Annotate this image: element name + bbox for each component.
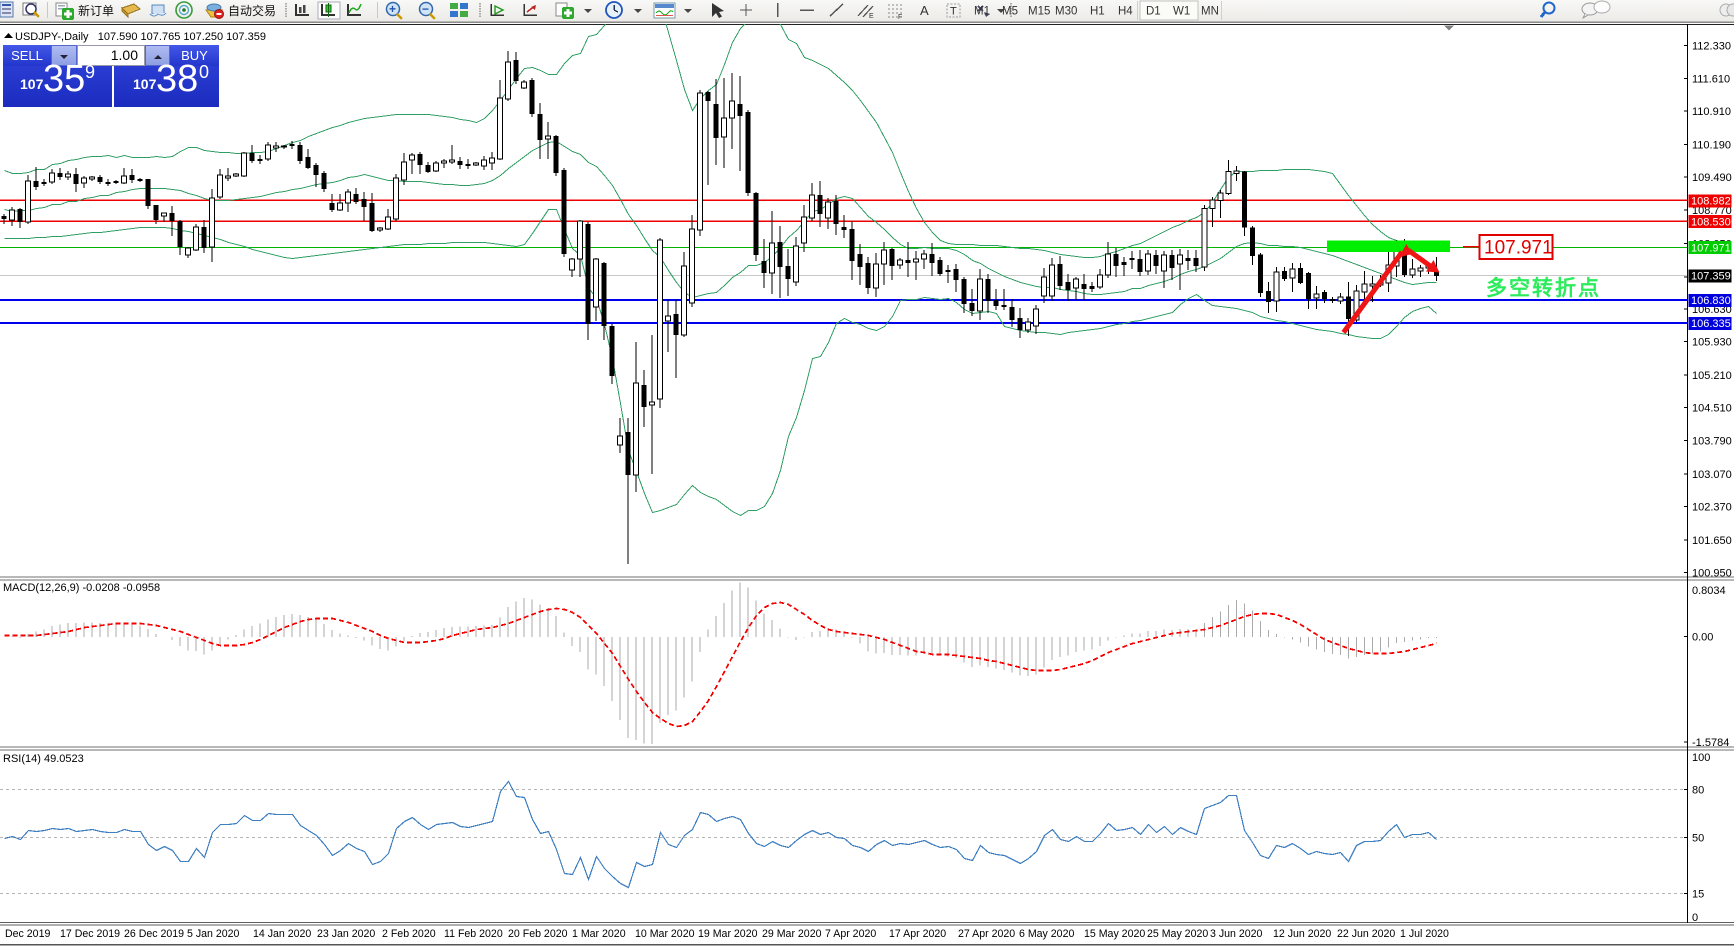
- svg-text:E: E: [869, 13, 874, 20]
- svg-text:7 Apr 2020: 7 Apr 2020: [825, 928, 876, 940]
- svg-text:109.490: 109.490: [1692, 172, 1732, 184]
- svg-text:H1: H1: [1090, 6, 1105, 18]
- svg-text:W1: W1: [1173, 6, 1190, 18]
- svg-text:M30: M30: [1055, 6, 1077, 18]
- svg-text:27 Apr 2020: 27 Apr 2020: [958, 928, 1015, 940]
- svg-text:103.790: 103.790: [1692, 436, 1732, 448]
- svg-text:0.8034: 0.8034: [1692, 585, 1726, 597]
- svg-text:102.370: 102.370: [1692, 502, 1732, 514]
- svg-text:H4: H4: [1118, 6, 1133, 18]
- svg-text:80: 80: [1692, 784, 1704, 796]
- svg-text:100: 100: [1692, 752, 1710, 764]
- svg-text:108.982: 108.982: [1691, 196, 1731, 208]
- svg-text:新订单: 新订单: [78, 3, 114, 18]
- svg-text:6 May 2020: 6 May 2020: [1019, 928, 1074, 940]
- svg-text:A: A: [920, 3, 929, 18]
- svg-text:11 Feb 2020: 11 Feb 2020: [444, 928, 503, 940]
- svg-text:M5: M5: [1002, 6, 1018, 18]
- svg-text:0: 0: [1692, 912, 1698, 924]
- svg-text:106.335: 106.335: [1691, 318, 1731, 330]
- svg-text:0.00: 0.00: [1692, 632, 1713, 644]
- svg-text:104.510: 104.510: [1692, 402, 1732, 414]
- svg-text:29 Mar 2020: 29 Mar 2020: [762, 928, 822, 940]
- svg-text:12 Jun 2020: 12 Jun 2020: [1273, 928, 1331, 940]
- svg-text:17 Dec 2019: 17 Dec 2019: [60, 928, 120, 940]
- svg-text:23 Jan 2020: 23 Jan 2020: [317, 928, 375, 940]
- svg-text:105.930: 105.930: [1692, 337, 1732, 349]
- svg-text:106.630: 106.630: [1692, 304, 1732, 316]
- svg-text:50: 50: [1692, 833, 1704, 845]
- svg-text:110.910: 110.910: [1692, 106, 1731, 118]
- svg-text:19 Mar 2020: 19 Mar 2020: [698, 928, 758, 940]
- svg-text:M1: M1: [974, 6, 990, 18]
- svg-text:15 May 2020: 15 May 2020: [1084, 928, 1145, 940]
- svg-text:3 Jun 2020: 3 Jun 2020: [1210, 928, 1263, 940]
- svg-text:-1.5784: -1.5784: [1692, 737, 1729, 749]
- svg-text:自动交易: 自动交易: [228, 3, 276, 18]
- svg-text:Dec 2019: Dec 2019: [5, 928, 50, 940]
- svg-text:多空转折点: 多空转折点: [1486, 276, 1601, 300]
- svg-text:MN: MN: [1201, 6, 1219, 18]
- svg-text:108.770: 108.770: [1692, 205, 1732, 217]
- svg-text:107.971: 107.971: [1691, 242, 1731, 254]
- svg-text:22 Jun 2020: 22 Jun 2020: [1337, 928, 1395, 940]
- svg-text:101.650: 101.650: [1692, 535, 1732, 547]
- svg-text:RSI(14) 49.0523: RSI(14) 49.0523: [3, 753, 84, 765]
- svg-text:1 Jul 2020: 1 Jul 2020: [1400, 928, 1449, 940]
- svg-text:100.950: 100.950: [1692, 567, 1732, 579]
- svg-text:2 Feb 2020: 2 Feb 2020: [382, 928, 436, 940]
- svg-text:MACD(12,26,9) -0.0208 -0.0958: MACD(12,26,9) -0.0208 -0.0958: [3, 582, 160, 594]
- svg-text:106.830: 106.830: [1691, 295, 1731, 307]
- svg-text:25 May 2020: 25 May 2020: [1147, 928, 1208, 940]
- svg-text:−: −: [422, 2, 429, 16]
- svg-text:105.210: 105.210: [1692, 370, 1732, 382]
- svg-text:10 Mar 2020: 10 Mar 2020: [635, 928, 695, 940]
- svg-text:110.190: 110.190: [1692, 139, 1731, 151]
- svg-text:108.530: 108.530: [1691, 216, 1731, 228]
- svg-text:D1: D1: [1146, 6, 1161, 18]
- svg-text:+: +: [389, 2, 396, 16]
- svg-text:26 Dec 2019: 26 Dec 2019: [124, 928, 184, 940]
- svg-text:112.330: 112.330: [1692, 40, 1731, 52]
- svg-text:20 Feb 2020: 20 Feb 2020: [508, 928, 568, 940]
- svg-text:111.610: 111.610: [1692, 74, 1730, 86]
- svg-text:107.359: 107.359: [1691, 271, 1731, 283]
- svg-text:M15: M15: [1028, 6, 1050, 18]
- svg-text:14 Jan 2020: 14 Jan 2020: [253, 928, 311, 940]
- svg-text:107.971: 107.971: [1484, 238, 1553, 259]
- svg-text:5 Jan 2020: 5 Jan 2020: [187, 928, 240, 940]
- svg-text:103.070: 103.070: [1692, 469, 1732, 481]
- svg-text:17 Apr 2020: 17 Apr 2020: [889, 928, 946, 940]
- svg-text:1 Mar 2020: 1 Mar 2020: [572, 928, 626, 940]
- svg-text:15: 15: [1692, 889, 1704, 901]
- svg-text:F: F: [898, 14, 902, 21]
- svg-text:T: T: [950, 6, 957, 18]
- svg-text:USDJPY-,Daily 107.590 107.76: USDJPY-,Daily 107.590 107.765 107.250 10…: [15, 31, 266, 43]
